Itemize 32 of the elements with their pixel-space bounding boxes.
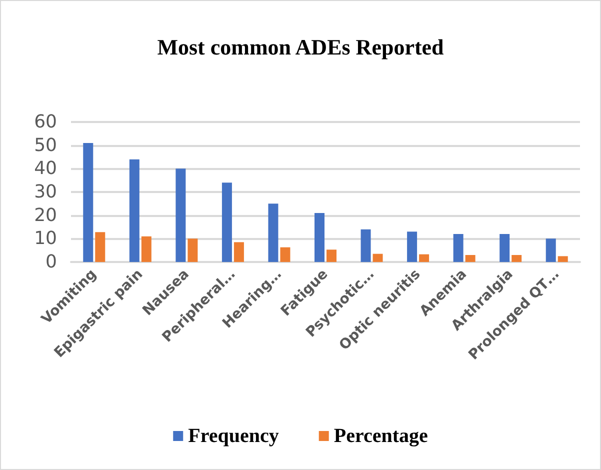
- bar: [141, 236, 152, 262]
- bar: [500, 234, 510, 262]
- bar: [372, 254, 383, 262]
- bar: [83, 143, 94, 262]
- bar: [268, 204, 278, 262]
- y-tick-label: 10: [34, 228, 57, 250]
- bar: [129, 159, 140, 262]
- bar: [280, 247, 290, 262]
- bar: [314, 213, 324, 262]
- y-tick-label: 30: [34, 182, 57, 202]
- y-tick-label: 0: [46, 252, 57, 272]
- bar: [512, 255, 522, 262]
- bar: [546, 238, 556, 262]
- legend-label: Frequency: [188, 425, 279, 447]
- bar: [407, 232, 418, 262]
- bar: [188, 238, 198, 262]
- bar: [176, 168, 186, 262]
- bar: [326, 250, 336, 262]
- y-tick-label: 20: [34, 204, 57, 226]
- bar: [234, 242, 244, 262]
- bar: [95, 232, 106, 262]
- bar: [360, 229, 371, 262]
- bar: [465, 255, 476, 262]
- bar: [222, 182, 232, 262]
- legend-label: Percentage: [334, 425, 428, 447]
- bar: [419, 254, 430, 262]
- y-tick-label: 50: [34, 134, 57, 156]
- y-tick-label: 40: [34, 158, 57, 180]
- y-tick-label: 60: [34, 112, 57, 132]
- chart-title: Most common ADEs Reported: [157, 34, 444, 60]
- bar: [558, 256, 568, 262]
- bar: [453, 234, 464, 262]
